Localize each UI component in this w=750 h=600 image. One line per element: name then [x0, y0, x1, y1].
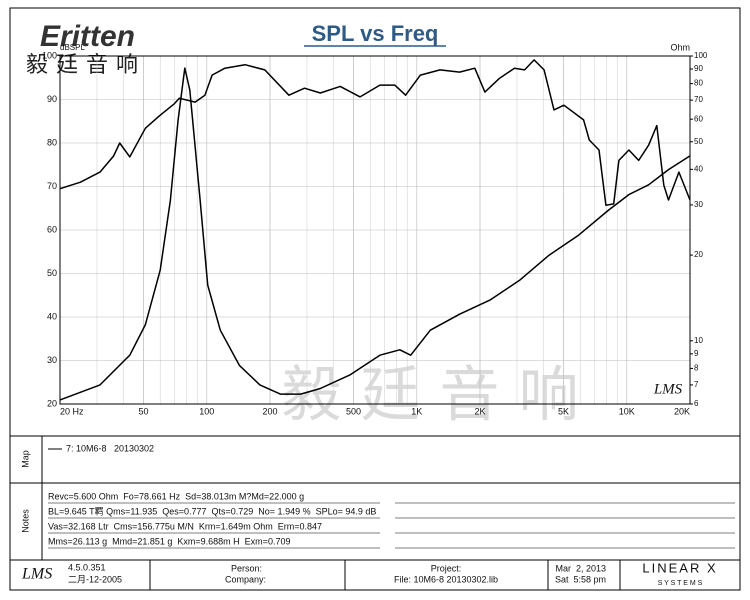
project: Project:	[431, 563, 462, 573]
note-line: Vas=32.168 Ltr Cms=156.775u M/N Krm=1.64…	[48, 521, 322, 531]
x-tick-label: 20K	[674, 406, 690, 416]
plot-frame	[59, 55, 691, 405]
y2-tick-label: 20	[694, 250, 703, 259]
brand: LINEAR X	[642, 560, 717, 575]
x-tick-label: 10K	[619, 406, 635, 416]
frame	[9, 7, 741, 591]
version: 4.5.0.351	[68, 562, 106, 572]
y2-tick-label: 6	[694, 399, 699, 408]
y-tick-label: 90	[47, 94, 57, 104]
run-time: Sat 5:58 pm	[555, 574, 606, 584]
y-tick-label: 20	[47, 398, 57, 408]
note-line: Revc=5.600 Ohm Fo=78.661 Hz Sd=38.013m M…	[48, 491, 304, 501]
y2-axis-label: Ohm	[670, 42, 690, 52]
section-label: Map	[20, 450, 30, 468]
y-tick-label: 40	[47, 311, 57, 321]
y-tick-label: 60	[47, 224, 57, 234]
y2-tick-label: 7	[694, 380, 699, 389]
y2-tick-label: 100	[694, 51, 708, 60]
section-label: Notes	[20, 509, 30, 533]
brand-sub: S Y S T E M S	[658, 580, 703, 587]
legend-entry: 7: 10M6-8 20130302	[66, 443, 154, 453]
y2-tick-label: 70	[694, 95, 703, 104]
x-tick-label: 50	[139, 406, 149, 416]
y-tick-label: 70	[47, 181, 57, 191]
date: 二月-12-2005	[68, 574, 122, 584]
run-date: Mar 2, 2013	[555, 563, 606, 573]
lms-mark: LMS	[653, 381, 683, 397]
y-tick-label: 30	[47, 355, 57, 365]
x-tick-label: 2K	[474, 406, 485, 416]
y-tick-label: 100	[42, 50, 57, 60]
watermark: 毅 廷 音 响	[281, 361, 578, 431]
x-tick-label: 200	[262, 406, 277, 416]
y2-tick-label: 50	[694, 137, 703, 146]
person: Person:	[231, 563, 262, 573]
y-tick-label: 50	[47, 268, 57, 278]
x-tick-label: 100	[199, 406, 214, 416]
chart-title: SPL vs Freq	[312, 21, 439, 46]
y2-tick-label: 40	[694, 164, 703, 173]
y-tick-label: 80	[47, 137, 57, 147]
note-line: BL=9.645 T羁 Qms=11.935 Qes=0.777 Qts=0.7…	[48, 506, 376, 516]
footer-logo: LMS	[21, 566, 52, 583]
x-tick-label: 5K	[558, 406, 569, 416]
y2-tick-label: 8	[694, 364, 699, 373]
x-tick-label: 500	[346, 406, 361, 416]
y2-tick-label: 30	[694, 200, 703, 209]
y2-tick-label: 80	[694, 79, 703, 88]
x-tick-label: 1K	[411, 406, 422, 416]
series-line	[59, 67, 691, 401]
notes: Revc=5.600 Ohm Fo=78.661 Hz Sd=38.013m M…	[48, 491, 735, 549]
company: Company:	[225, 574, 266, 584]
y2-tick-label: 90	[694, 64, 703, 73]
file: File: 10M6-8 20130302.lib	[394, 574, 498, 584]
logo: Eritten	[40, 20, 135, 53]
y2-tick-label: 10	[694, 336, 703, 345]
series-line	[59, 59, 691, 206]
y2-tick-label: 60	[694, 114, 703, 123]
note-line: Mms=26.113 g Mmd=21.851 g Kxm=9.688m H E…	[48, 536, 290, 546]
x-tick-label: 20 Hz	[60, 406, 84, 416]
y-axis-label: dBSPL	[60, 43, 85, 52]
y2-tick-label: 9	[694, 349, 699, 358]
